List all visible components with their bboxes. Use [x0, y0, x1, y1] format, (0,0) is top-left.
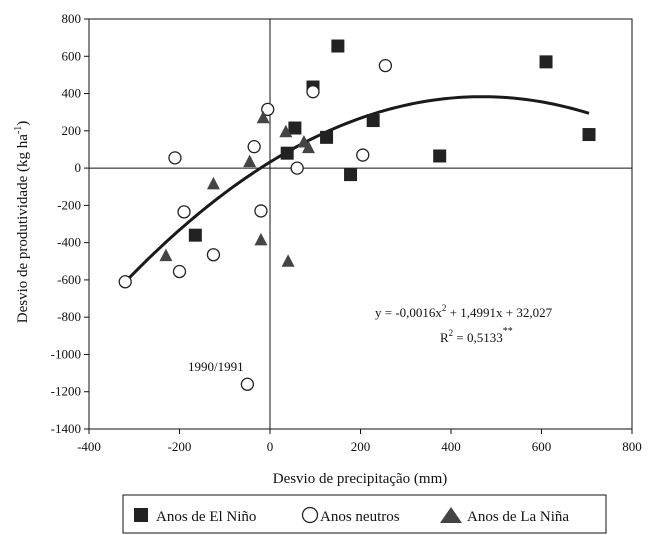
y-tick-label: 600 — [62, 48, 82, 63]
plot-area — [88, 18, 633, 430]
legend-label-el-nino: Anos de El Niño — [156, 509, 256, 525]
el-nino-point — [331, 39, 345, 53]
x-tick-label: -200 — [168, 439, 192, 454]
el-nino-point — [433, 149, 447, 163]
y-tick-label: 800 — [62, 11, 82, 26]
neutral-point — [177, 205, 191, 219]
el-nino-point — [582, 128, 596, 142]
y-axis-ticks: -1400 -1200 -1000 -800 -600 -400 -200 0 200 400 60… — [51, 11, 89, 436]
y-tick-label: -1200 — [51, 384, 81, 399]
el-nino-point — [344, 168, 358, 182]
neutral-point — [306, 85, 320, 99]
x-tick-label: 400 — [441, 439, 461, 454]
el-nino-point — [320, 130, 334, 144]
r2-label: R2 = 0,5133** — [440, 326, 513, 345]
la-nina-point — [281, 254, 295, 267]
neutral-point — [247, 140, 261, 154]
la-nina-point — [254, 232, 268, 246]
annotation-1990-1991: 1990/1991 — [188, 359, 244, 374]
y-axis-label: Desvio de produtividade (kg ha-1) — [13, 121, 31, 323]
legend-triangle-marker — [440, 507, 462, 523]
legend: Anos de El Niño Anos neutros Anos de La … — [122, 494, 607, 534]
neutral-point — [172, 264, 187, 279]
x-axis-label: Desvio de precipitação (mm) — [273, 471, 448, 487]
y-tick-label: 400 — [62, 86, 82, 101]
neutral-point — [206, 248, 221, 262]
x-tick-label: 0 — [267, 439, 274, 454]
trend-curve — [124, 95, 590, 284]
y-tick-label: 200 — [62, 123, 82, 138]
el-nino-point — [280, 146, 294, 160]
y-tick-label: -1000 — [51, 346, 81, 361]
neutral-point — [261, 102, 275, 117]
x-tick-label: -400 — [77, 439, 101, 454]
el-nino-point — [288, 121, 302, 135]
x-axis-ticks: -400 -200 0 200 400 600 800 — [77, 429, 642, 454]
y-tick-label: -200 — [57, 197, 81, 212]
la-nina-point — [243, 154, 257, 168]
x-tick-label: 800 — [622, 439, 642, 454]
neutral-point — [290, 161, 304, 175]
neutral-point — [356, 148, 370, 162]
x-tick-label: 600 — [532, 439, 552, 454]
la-nina-point — [256, 110, 270, 124]
trend-equation: y = -0,0016x2 + 1,4991x + 32,027 — [375, 303, 553, 320]
legend-circle-marker — [301, 506, 319, 524]
y-tick-label: -600 — [57, 272, 81, 287]
la-nina-point — [159, 248, 173, 262]
la-nina-point — [279, 124, 293, 138]
neutral-point — [378, 58, 393, 73]
la-nina-point — [206, 176, 220, 190]
x-tick-label: 200 — [351, 439, 371, 454]
el-nino-point — [366, 114, 380, 128]
y-tick-label: -800 — [57, 309, 81, 324]
neutral-point — [168, 151, 182, 165]
legend-label-la-nina: Anos de La Niña — [467, 509, 569, 525]
neutral-point — [240, 377, 255, 391]
y-tick-label: 0 — [75, 160, 82, 175]
legend-label-neutros: Anos neutros — [320, 509, 400, 525]
y-tick-label: -400 — [57, 235, 81, 250]
legend-square-marker — [134, 508, 148, 522]
el-nino-point — [539, 55, 553, 69]
el-nino-point — [188, 228, 202, 242]
legend-box — [122, 494, 607, 534]
neutral-point — [254, 204, 268, 218]
neutral-point — [118, 275, 132, 289]
data-points — [118, 39, 596, 391]
y-tick-label: -1400 — [51, 421, 81, 436]
la-nina-point — [301, 140, 315, 154]
